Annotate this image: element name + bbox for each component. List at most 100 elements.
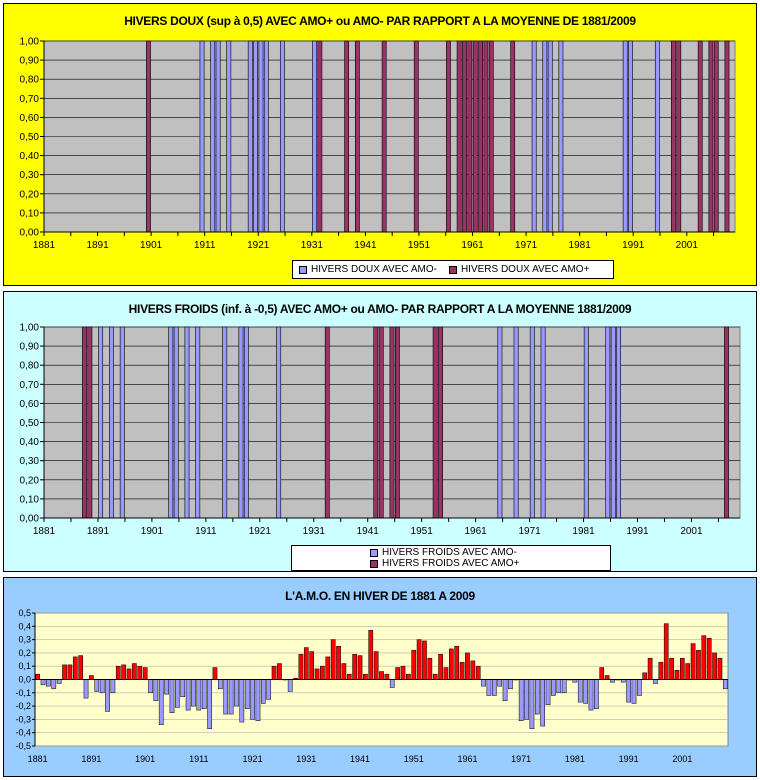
data-bar (373, 326, 379, 519)
data-bar (616, 326, 622, 519)
data-bar (277, 663, 282, 680)
data-bar (126, 668, 132, 680)
data-bar (210, 40, 216, 233)
data-bar (250, 679, 255, 720)
data-bar (456, 40, 462, 233)
data-bar (168, 326, 174, 519)
x-tick-label: 2001 (676, 240, 699, 251)
y-tick-label: 0,70 (20, 94, 40, 105)
mild-winters-plot: 0,00 0,10 0,20 0,30 0,40 0,50 0,60 0,70 0,80 0,90… (20, 37, 736, 251)
data-bar (314, 668, 320, 680)
x-tick-label: 1921 (243, 754, 263, 764)
y-tick-label: 0,10 (20, 494, 40, 505)
data-bar (164, 679, 169, 695)
y-tick-label: 0,40 (20, 151, 40, 162)
data-bar (381, 40, 387, 233)
data-bar (510, 40, 516, 233)
data-bar (137, 665, 143, 680)
data-bar (717, 657, 723, 680)
data-bar (465, 652, 470, 680)
data-bar (427, 657, 433, 680)
data-bar (78, 655, 83, 680)
legend: HIVERS DOUX AVEC AMO- HIVERS DOUX AVEC A… (292, 260, 614, 279)
y-tick-label: 0,50 (20, 418, 40, 429)
data-bar (658, 661, 664, 680)
data-bar (195, 326, 201, 519)
data-bar (266, 679, 272, 700)
y-tick-label: 0,90 (20, 342, 40, 353)
y-tick-label: 0,5 (18, 608, 31, 618)
data-bar (706, 638, 712, 680)
data-bar (542, 40, 548, 233)
data-bar (475, 665, 481, 680)
x-tick-label: 1981 (569, 240, 592, 251)
y-tick-label: 0,4 (18, 621, 31, 631)
data-bar (610, 326, 616, 519)
x-tick-label: 1991 (622, 240, 645, 251)
data-bar (158, 679, 164, 725)
data-bar (561, 679, 567, 694)
data-bar (352, 653, 357, 680)
data-bar (87, 326, 93, 519)
y-tick-label: 0,40 (20, 437, 40, 448)
data-bar (94, 679, 100, 692)
data-bar (303, 647, 309, 680)
legend-label: HIVERS FROIDS AVEC AMO+ (382, 558, 520, 569)
x-tick-label: 1981 (565, 754, 585, 764)
legend-label: HIVERS FROIDS AVEC AMO- (382, 547, 517, 558)
data-bar (317, 40, 323, 233)
data-bar (384, 673, 390, 680)
x-tick-label: 1961 (461, 240, 484, 251)
data-bar (173, 326, 179, 519)
data-bar (697, 40, 703, 233)
data-bar (255, 679, 261, 721)
data-bar (354, 40, 360, 233)
data-bar (685, 663, 691, 680)
data-bar (153, 679, 159, 702)
legend-label: HIVERS DOUX AVEC AMO+ (460, 264, 590, 275)
data-bar (336, 646, 341, 680)
chart-title: HIVERS DOUX (sup à 0,5) AVEC AMO+ ou AMO… (124, 14, 636, 28)
y-tick-label: 0,3 (18, 635, 31, 645)
data-bar (368, 630, 374, 680)
data-bar (411, 649, 417, 680)
data-bar (72, 656, 78, 680)
y-tick-label: -0,4 (15, 728, 31, 738)
data-bar (276, 326, 282, 519)
data-bar (207, 679, 212, 729)
x-tick-label: 1941 (357, 526, 380, 537)
data-bar (406, 673, 411, 680)
y-tick-label: 0,20 (20, 475, 40, 486)
data-bar (201, 679, 207, 710)
data-bar (222, 326, 228, 519)
data-bar (470, 660, 476, 680)
data-bar (674, 669, 680, 680)
data-bar (446, 40, 451, 233)
data-bar (653, 679, 658, 684)
data-bar (628, 40, 633, 233)
amo-winter-chart: L'A.M.O. EN HIVER DE 1881 A 2009 -0,5 -0,… (3, 577, 757, 777)
data-bar (121, 664, 126, 680)
data-bar (551, 679, 556, 696)
data-bar (594, 679, 599, 710)
x-tick-label: 1991 (619, 754, 639, 764)
x-tick-label: 1971 (515, 240, 538, 251)
y-tick-label: 0,30 (20, 170, 40, 181)
data-bar (491, 679, 497, 696)
data-bar (309, 651, 314, 680)
y-tick-label: 0,00 (20, 228, 40, 239)
data-bar (654, 40, 660, 233)
data-bar (724, 326, 729, 519)
x-tick-label: 1921 (249, 526, 272, 537)
data-bar (238, 326, 244, 519)
data-bar (438, 653, 443, 680)
data-bar (212, 667, 218, 680)
data-bar (389, 679, 395, 688)
x-tick-label: 1891 (81, 754, 101, 764)
x-tick-label: 1881 (33, 526, 56, 537)
data-bar (142, 667, 148, 680)
data-bar (483, 40, 489, 233)
data-bar (99, 679, 105, 694)
x-tick-label: 1901 (141, 526, 164, 537)
data-bar (82, 326, 87, 519)
